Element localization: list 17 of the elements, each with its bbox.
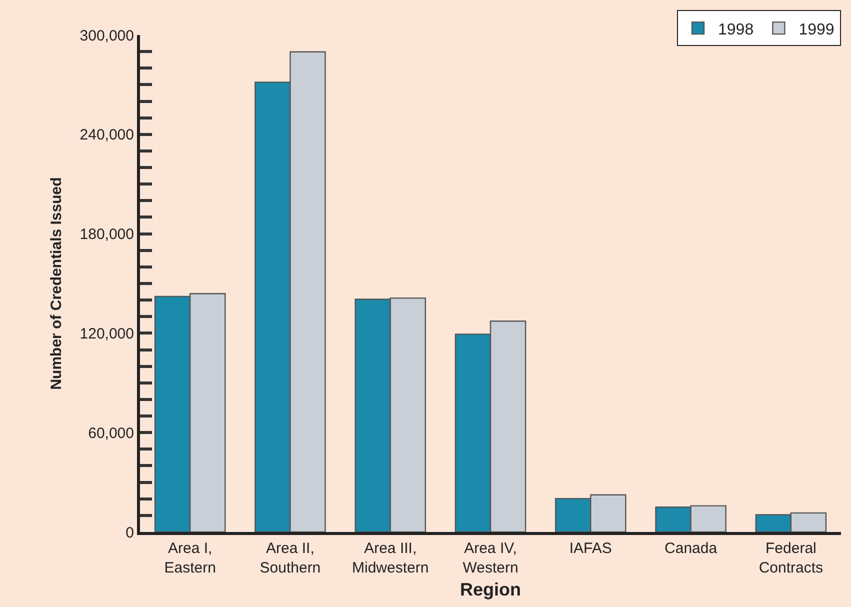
legend-label: 1998 — [718, 21, 754, 38]
y-tick-label: 240,000 — [80, 126, 134, 144]
x-tick-label: Canada — [664, 540, 718, 557]
y-axis-title: Number of Credentials Issued — [48, 177, 66, 390]
y-tick-label: 0 — [126, 524, 134, 542]
y-tick-label: 120,000 — [80, 325, 134, 342]
x-axis-title: Region — [460, 580, 521, 600]
x-tick-label: Area III, Midwestern — [352, 540, 429, 576]
y-tick-label: 60,000 — [88, 424, 134, 442]
x-tick-label: Area II, Southern — [260, 540, 321, 576]
x-tick-label: IAFAS — [569, 540, 612, 557]
x-tick-label: Area I, Eastern — [164, 540, 216, 576]
y-tick-label: 300,000 — [80, 27, 134, 44]
x-tick-label: Area IV, Western — [462, 540, 518, 576]
x-tick-label: Federal Contracts — [758, 540, 824, 576]
legend-label: 1999 — [798, 21, 834, 38]
y-tick-label: 180,000 — [80, 226, 134, 244]
